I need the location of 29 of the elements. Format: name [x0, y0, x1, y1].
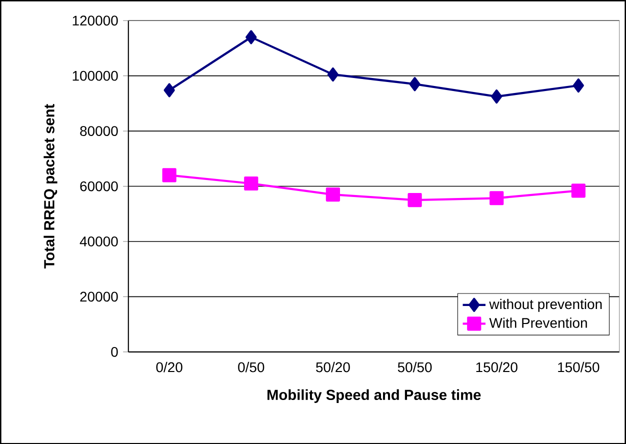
y-tick-label: 80000: [80, 126, 118, 136]
y-axis-title: Total RREQ packet sent: [44, 104, 58, 268]
y-tick-label: 120000: [72, 15, 118, 26]
x-tick-label: 150/20: [476, 362, 518, 372]
y-tick-label: 20000: [80, 292, 118, 302]
point: [246, 30, 257, 44]
legend-label: With Prevention: [489, 317, 587, 328]
x-axis-title: Mobility Speed and Pause time: [268, 389, 481, 403]
point: [408, 192, 422, 207]
point: [164, 82, 175, 98]
point: [409, 76, 420, 91]
y-tick-label: 40000: [80, 236, 118, 246]
point: [244, 176, 258, 190]
point: [491, 89, 502, 104]
point: [327, 67, 339, 82]
x-tick-label: 0/50: [238, 362, 264, 372]
x-tick-label: 150/50: [558, 362, 600, 372]
point: [571, 183, 586, 198]
x-tick-label: 50/50: [398, 362, 432, 372]
legend-label: without prevention: [489, 298, 602, 312]
point: [162, 168, 176, 182]
x-tick-label: 0/20: [156, 362, 182, 372]
point: [490, 190, 504, 205]
point: [326, 187, 340, 202]
y-tick-label: 100000: [72, 70, 118, 81]
point: [572, 78, 584, 92]
y-tick-label: 0: [111, 346, 118, 357]
x-tick-label: 50/20: [316, 362, 350, 372]
y-tick-label: 60000: [80, 181, 118, 192]
